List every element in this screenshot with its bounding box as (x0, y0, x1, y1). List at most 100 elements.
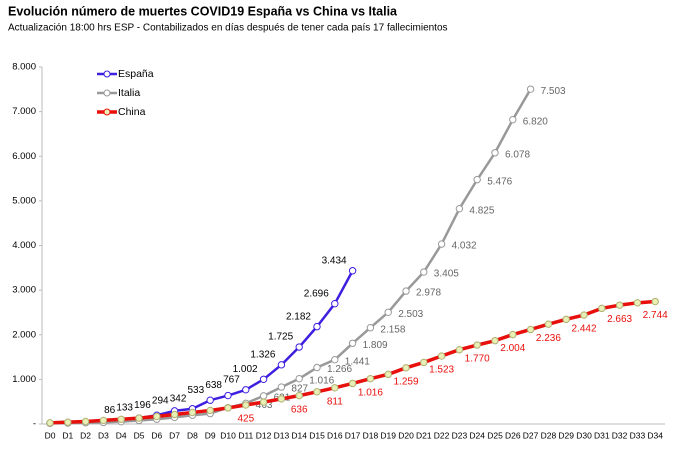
data-point (562, 315, 570, 324)
data-label: 3.405 (434, 269, 459, 280)
chart-subtitle: Actualización 18:00 hrs ESP - Contabiliz… (8, 23, 448, 34)
y-tick-label: 5.000 (12, 195, 36, 206)
data-point (81, 417, 90, 426)
y-tick-label: 1.000 (12, 374, 36, 385)
x-tick-label: D10 (220, 430, 236, 440)
data-label: 342 (170, 393, 187, 404)
data-point (420, 268, 428, 276)
data-point (331, 384, 339, 392)
data-point (437, 240, 446, 248)
data-label: 636 (291, 404, 308, 415)
x-tick-label: D14 (291, 430, 307, 440)
x-tick-label: D29 (558, 430, 574, 440)
data-label: 294 (152, 396, 169, 407)
data-label: 2.503 (398, 309, 423, 320)
data-point (420, 358, 428, 367)
data-point (544, 320, 553, 328)
data-label: 1.725 (268, 332, 293, 343)
data-label: 2.663 (607, 314, 632, 325)
data-label: 4.032 (452, 241, 477, 252)
data-point (455, 204, 464, 213)
data-label: 2.696 (304, 288, 329, 299)
data-point (633, 299, 642, 307)
data-point (277, 395, 286, 403)
data-label: 6.078 (505, 149, 530, 160)
data-point (153, 412, 161, 421)
x-tick-label: D34 (647, 430, 663, 440)
data-point (473, 341, 481, 349)
data-point (46, 419, 54, 427)
data-point (384, 370, 392, 379)
data-point (242, 401, 250, 409)
legend-marker (103, 70, 111, 78)
data-label: 1.770 (465, 354, 490, 365)
data-point (64, 418, 72, 426)
data-label: 1.441 (345, 356, 370, 367)
data-label: 1.002 (233, 364, 258, 375)
data-label: 638 (205, 380, 222, 391)
data-label: 533 (188, 385, 205, 396)
data-label: 827 (291, 384, 308, 395)
data-point (348, 267, 357, 275)
data-label: 1.259 (393, 376, 418, 387)
x-tick-label: D22 (434, 430, 450, 440)
data-label: 2.744 (643, 310, 668, 321)
data-label: 196 (134, 400, 151, 411)
x-tick-label: D24 (469, 430, 485, 440)
data-label: 2.442 (571, 324, 596, 335)
data-point (598, 304, 606, 313)
data-label: 133 (116, 403, 133, 414)
data-point (384, 308, 392, 317)
data-label: 811 (327, 396, 343, 407)
data-point (331, 355, 339, 364)
x-tick-label: D20 (398, 430, 414, 440)
data-point (313, 363, 321, 372)
x-tick-label: D9 (205, 430, 216, 440)
data-point (402, 364, 410, 372)
data-point (473, 175, 481, 184)
x-tick-label: D25 (487, 430, 503, 440)
data-point (259, 392, 268, 400)
data-point (117, 415, 125, 423)
data-point (455, 345, 464, 354)
data-point (206, 396, 214, 404)
x-tick-label: D3 (98, 430, 109, 440)
data-point (295, 391, 303, 400)
x-tick-label: D33 (630, 430, 646, 440)
data-label: 1.326 (250, 349, 275, 360)
x-tick-label: D1 (62, 430, 73, 440)
x-tick-label: D16 (327, 430, 343, 440)
x-tick-label: D4 (116, 430, 127, 440)
data-point (348, 379, 357, 388)
data-label: 767 (223, 374, 240, 385)
data-point (259, 398, 268, 406)
x-tick-label: D0 (45, 430, 56, 440)
data-point (402, 287, 410, 295)
data-point (651, 297, 659, 306)
x-tick-label: D28 (541, 430, 557, 440)
data-point (509, 330, 517, 339)
data-label: 2.236 (536, 333, 561, 344)
y-tick-label: 8.000 (12, 62, 36, 73)
data-point (242, 386, 250, 394)
data-label: 1.523 (429, 365, 454, 376)
data-label: 1.266 (327, 364, 352, 375)
data-point (135, 414, 143, 422)
data-point (295, 343, 303, 351)
data-label: 1.016 (358, 387, 383, 398)
data-point (170, 410, 179, 419)
data-label: 6.820 (523, 116, 548, 127)
legend-marker (103, 89, 111, 97)
data-point (295, 374, 303, 383)
x-tick-label: D32 (612, 430, 628, 440)
y-tick-label: 7.000 (12, 106, 36, 117)
data-point (348, 339, 357, 347)
series-line (49, 88, 532, 425)
data-label: 1.016 (309, 375, 334, 386)
data-point (188, 408, 197, 417)
x-tick-label: D15 (309, 430, 325, 440)
data-label: 5.476 (487, 176, 512, 187)
x-tick-label: D23 (452, 430, 468, 440)
data-label: 425 (237, 414, 254, 425)
x-tick-label: D2 (80, 430, 91, 440)
